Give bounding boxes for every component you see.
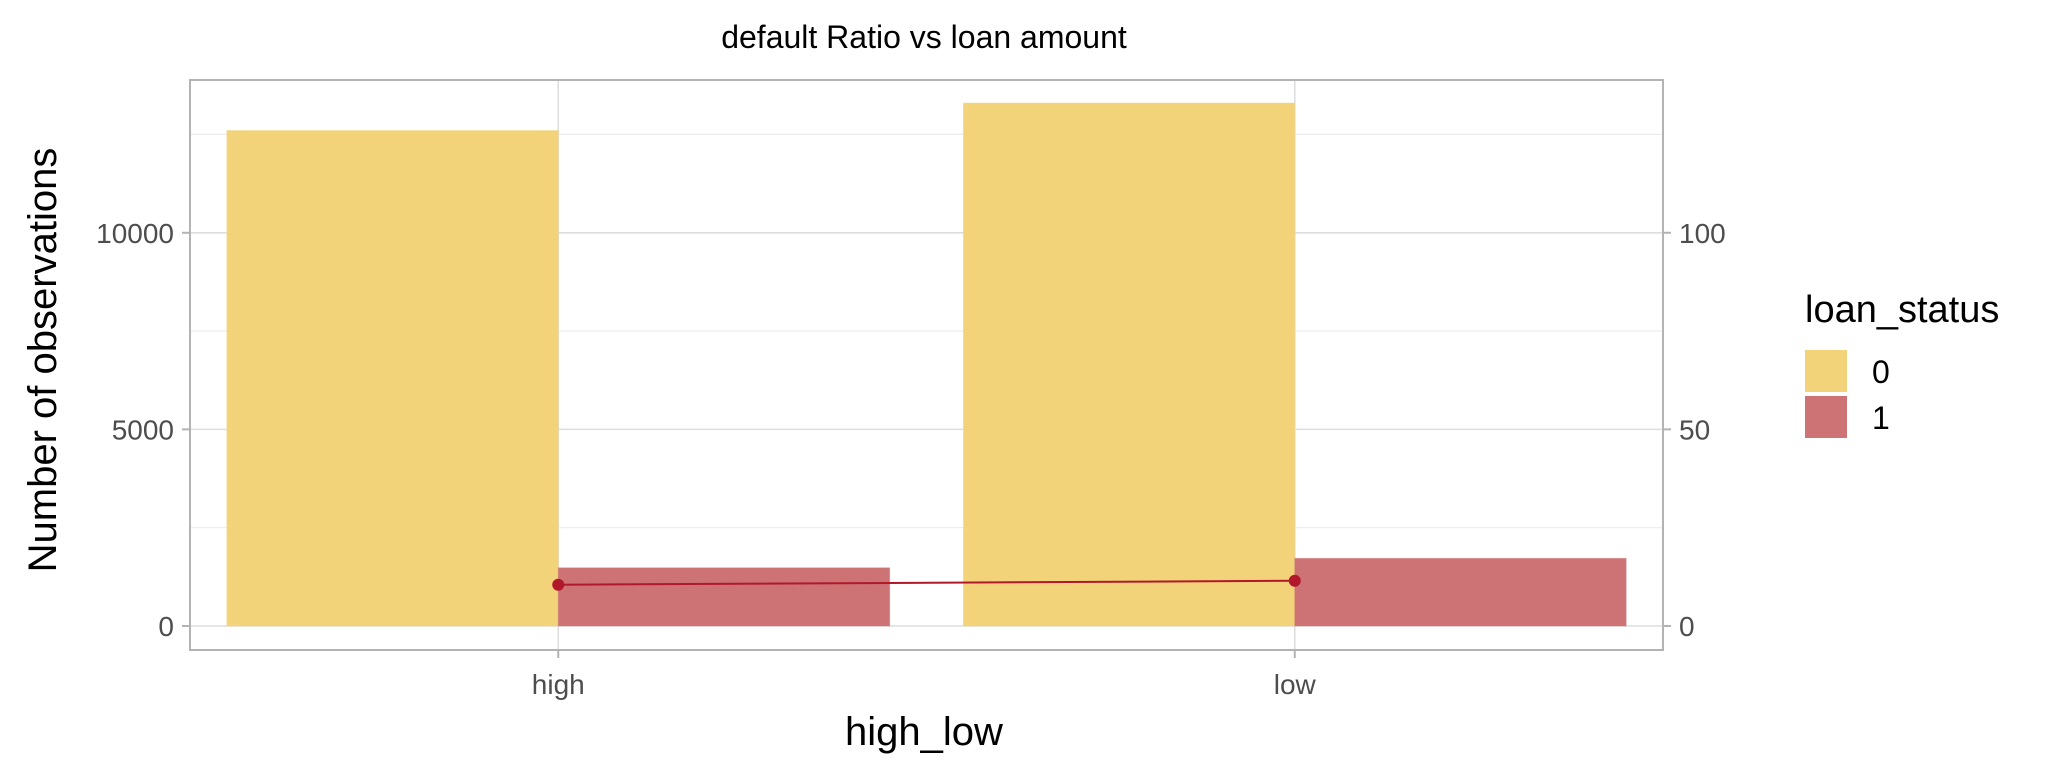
y-tick-label: 10000 <box>96 218 174 249</box>
ratio-point-high <box>552 578 565 591</box>
bar-low-1 <box>1294 557 1627 627</box>
legend-title: loan_status <box>1805 289 1999 331</box>
ratio-line-path <box>558 579 1295 586</box>
x-tick-label: low <box>1274 669 1317 700</box>
y2-tick-label: 0 <box>1679 611 1695 642</box>
bar-high-0 <box>226 130 559 627</box>
y-axis-left: 0 5000 10000 <box>96 218 190 642</box>
ratio-line <box>552 574 1301 591</box>
legend: loan_status 0 1 <box>1805 289 1999 438</box>
plot-border <box>189 79 1664 651</box>
legend-swatch-1 <box>1805 396 1847 438</box>
y-axis-right: 0 50 100 <box>1663 218 1726 642</box>
y2-tick-label: 50 <box>1679 414 1710 445</box>
bars <box>226 102 1627 627</box>
legend-label-1: 1 <box>1872 400 1890 436</box>
chart-title: default Ratio vs loan amount <box>721 19 1127 55</box>
y-axis-title: Number of observations <box>21 148 65 573</box>
x-axis: high low <box>532 650 1317 700</box>
legend-label-0: 0 <box>1872 354 1890 390</box>
bar-high-1 <box>557 567 891 627</box>
legend-swatch-0 <box>1805 350 1847 392</box>
y-tick-label: 0 <box>158 611 174 642</box>
y2-tick-label: 100 <box>1679 218 1726 249</box>
x-axis-title: high_low <box>845 710 1003 754</box>
bar-low-0 <box>962 102 1296 627</box>
ratio-point-low <box>1288 574 1301 587</box>
y-tick-label: 5000 <box>112 414 174 445</box>
x-tick-label: high <box>532 669 585 700</box>
